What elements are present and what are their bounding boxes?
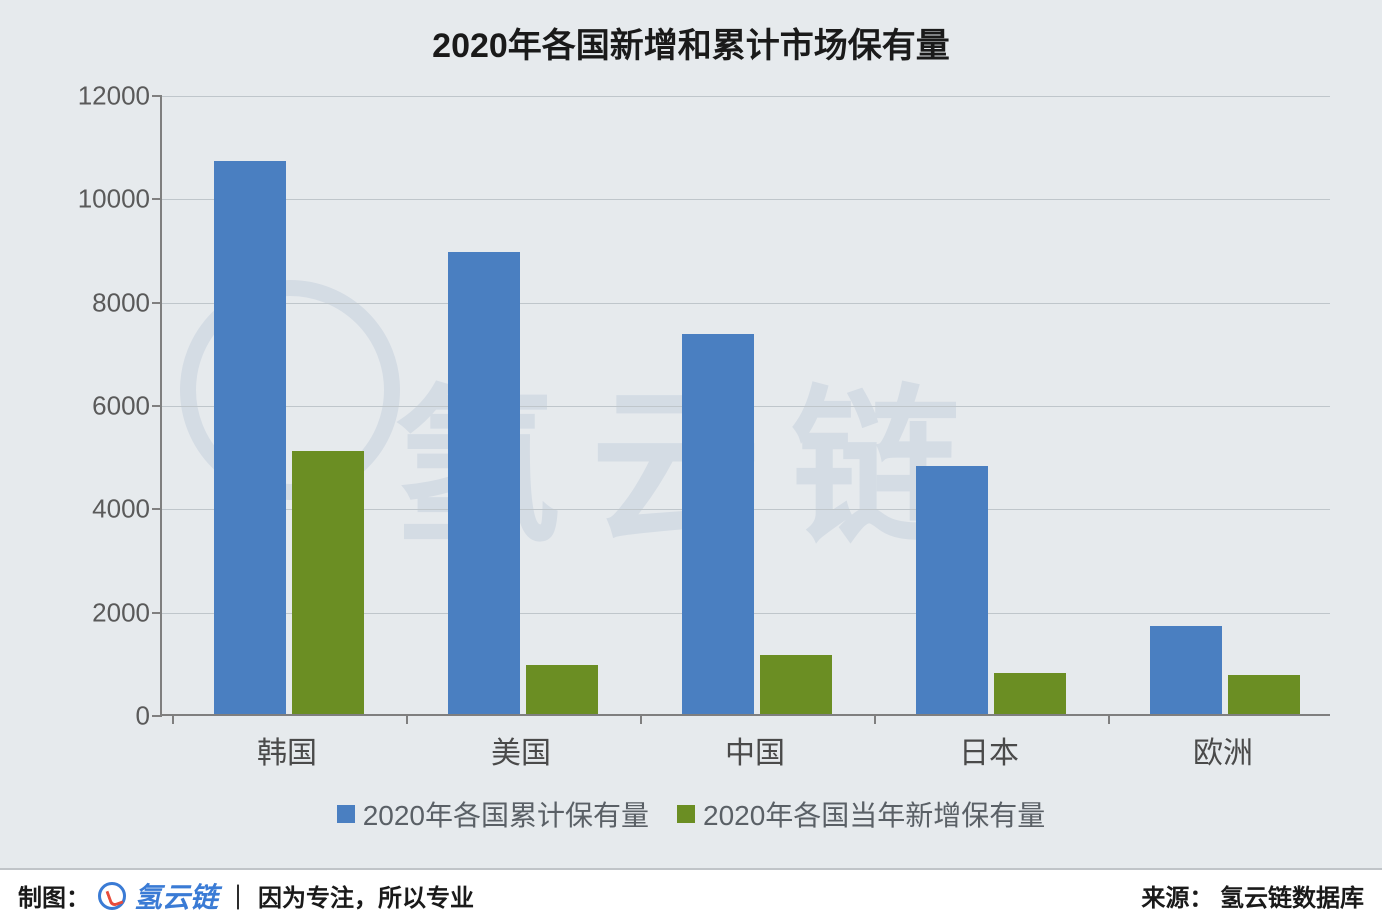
x-axis-label: 中国: [725, 728, 785, 772]
brand-logo-icon: [98, 882, 126, 910]
chart-area: 2020年各国新增和累计市场保有量 氢云链 2020年各国累计保有量2020年各…: [0, 0, 1382, 868]
y-axis-label: 12000: [78, 81, 150, 112]
footer-right-value: 氢云链数据库: [1220, 885, 1364, 912]
legend-swatch-icon: [677, 805, 695, 823]
footer-left: 制图： 氢云链 ｜ 因为专注，所以专业: [18, 876, 474, 916]
bar: [916, 466, 988, 714]
y-axis-label: 2000: [92, 597, 150, 628]
legend-label: 2020年各国累计保有量: [363, 794, 649, 834]
y-axis-label: 8000: [92, 287, 150, 318]
bar: [1228, 675, 1300, 714]
bar: [682, 334, 754, 714]
gridline: [162, 199, 1330, 200]
bar: [760, 655, 832, 714]
y-axis-label: 0: [136, 701, 150, 732]
legend-swatch-icon: [337, 805, 355, 823]
brand-name: 氢云链: [134, 876, 218, 916]
y-axis-label: 4000: [92, 494, 150, 525]
y-tick: [152, 198, 162, 200]
y-tick: [152, 612, 162, 614]
x-axis-label: 美国: [491, 728, 551, 772]
legend: 2020年各国累计保有量 2020年各国当年新增保有量: [0, 794, 1382, 834]
y-axis-label: 6000: [92, 391, 150, 422]
x-tick: [1108, 714, 1110, 724]
footer-prefix: 制图：: [18, 878, 90, 913]
bar: [526, 665, 598, 714]
bar: [214, 161, 286, 714]
x-tick: [640, 714, 642, 724]
gridline: [162, 96, 1330, 97]
bar: [292, 451, 364, 715]
y-tick: [152, 95, 162, 97]
legend-item: 2020年各国累计保有量: [337, 794, 649, 834]
x-axis-label: 日本: [959, 728, 1019, 772]
bar: [448, 252, 520, 714]
x-tick: [874, 714, 876, 724]
footer-tagline: 因为专注，所以专业: [258, 878, 474, 913]
bar: [994, 673, 1066, 714]
y-tick: [152, 302, 162, 304]
x-axis-label: 欧洲: [1193, 728, 1253, 772]
y-tick: [152, 405, 162, 407]
footer: 制图： 氢云链 ｜ 因为专注，所以专业 来源： 氢云链数据库: [0, 868, 1382, 921]
chart-title: 2020年各国新增和累计市场保有量: [0, 18, 1382, 67]
y-axis-label: 10000: [78, 184, 150, 215]
legend-label: 2020年各国当年新增保有量: [703, 794, 1045, 834]
footer-right-label: 来源：: [1141, 885, 1213, 912]
x-tick: [172, 714, 174, 724]
plot-area: [160, 96, 1330, 716]
footer-right: 来源： 氢云链数据库: [1141, 878, 1364, 913]
bar: [1150, 626, 1222, 714]
footer-sep: ｜: [226, 878, 250, 913]
gridline: [162, 303, 1330, 304]
x-tick: [406, 714, 408, 724]
legend-item: 2020年各国当年新增保有量: [677, 794, 1045, 834]
x-axis-label: 韩国: [257, 728, 317, 772]
y-tick: [152, 715, 162, 717]
y-tick: [152, 508, 162, 510]
